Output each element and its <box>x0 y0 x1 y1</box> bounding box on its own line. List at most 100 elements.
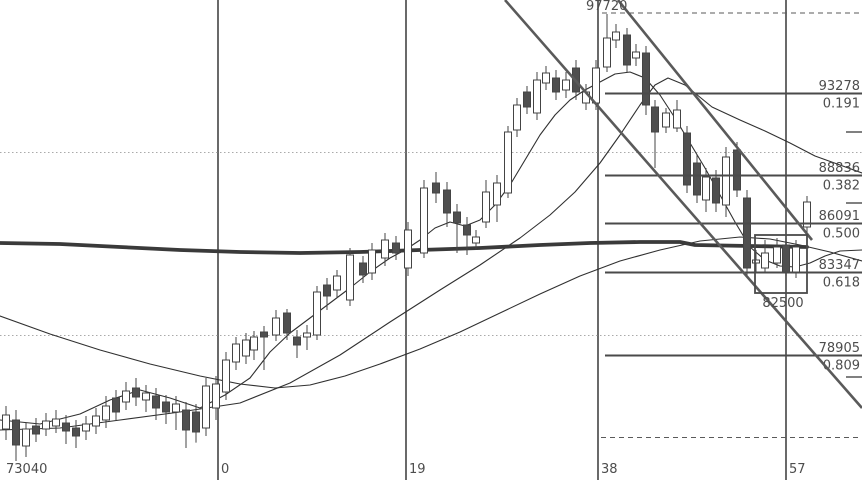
candle-body-up <box>472 236 480 244</box>
candle-body-down <box>182 409 190 431</box>
candle-body-up <box>662 112 670 128</box>
candle-body-down <box>683 132 691 186</box>
candle-body-up <box>420 187 428 254</box>
ma-long-thick <box>0 240 809 255</box>
candle-body-down <box>523 91 531 108</box>
candle-body-up <box>346 254 354 301</box>
fib-price-label: 93278 <box>819 79 860 94</box>
x-axis-label: 19 <box>409 462 426 477</box>
candle-body-down <box>283 312 291 334</box>
fib-ratio-label: 0.500 <box>823 227 860 242</box>
fib-ratio-label: 0.618 <box>823 276 860 291</box>
candle-body-down <box>260 331 268 338</box>
candle-body-down <box>62 422 70 432</box>
candle-body-up <box>803 201 811 228</box>
candle-body-down <box>152 395 160 409</box>
candle-body-up <box>513 104 521 131</box>
consolidation-box <box>754 234 808 294</box>
candle-body-up <box>482 191 490 223</box>
candle-body-down <box>712 177 720 204</box>
descending-trendline-2 <box>616 0 814 241</box>
candle-body-down <box>623 34 631 66</box>
candle-body-up <box>52 418 60 427</box>
candle-body-up <box>592 67 600 104</box>
candle-body-up <box>250 336 258 351</box>
candle-body-down <box>293 336 301 346</box>
candle-body-up <box>202 385 210 429</box>
candle-body-up <box>2 414 10 430</box>
candle-body-up <box>562 79 570 91</box>
candle-body-down <box>693 162 701 196</box>
candle-body-down <box>463 224 471 236</box>
x-axis-label: 73040 <box>6 462 47 477</box>
fib-price-label: 83347 <box>819 258 860 273</box>
candle-body-down <box>162 401 170 413</box>
candle-body-down <box>323 284 331 297</box>
candle-body-down <box>132 387 140 398</box>
candle-body-up <box>673 109 681 129</box>
fib-price-label: 86091 <box>819 209 860 224</box>
candle-body-up <box>702 176 710 201</box>
candle-body-up <box>632 51 640 59</box>
candle-body-up <box>752 259 760 264</box>
x-axis-label: 0 <box>221 462 229 477</box>
candle-body-down <box>733 149 741 191</box>
candle-body-up <box>102 405 110 421</box>
candle-body-up <box>313 291 321 336</box>
candle-body-down <box>782 244 790 273</box>
candle-body-up <box>773 246 781 264</box>
candle-body-down <box>651 106 659 133</box>
candle-body-down <box>72 427 80 437</box>
candle-body-up <box>504 131 512 194</box>
candle-body-down <box>743 197 751 269</box>
fib-price-label: 78905 <box>819 341 860 356</box>
ma-medium <box>0 77 862 431</box>
candle-body-up <box>303 332 311 338</box>
candle-body-up <box>92 415 100 427</box>
candle-body-down <box>453 211 461 224</box>
candle-body-up <box>368 249 376 274</box>
high-price-label: 97720 <box>586 0 627 14</box>
candle-body-up <box>142 392 150 401</box>
candle-body-up <box>533 79 541 114</box>
candle-body-up <box>42 420 50 430</box>
candle-body-down <box>112 397 120 413</box>
candle-body-up <box>542 72 550 84</box>
candle-body-down <box>392 242 400 254</box>
candle-body-up <box>212 383 220 409</box>
fib-price-label: 88836 <box>819 161 860 176</box>
candle-body-down <box>32 425 40 435</box>
candle-body-up <box>333 275 341 291</box>
candle-body-down <box>192 411 200 433</box>
candle-body-up <box>272 317 280 336</box>
candle-body-up <box>612 31 620 41</box>
candle-body-up <box>722 156 730 206</box>
candle-body-up <box>222 359 230 393</box>
candle-body-up <box>792 246 800 273</box>
candle-body-up <box>232 343 240 363</box>
descending-trendline-1 <box>504 0 862 409</box>
candle-body-down <box>642 52 650 106</box>
candle-body-up <box>122 390 130 403</box>
fib-ratio-label: 0.809 <box>823 359 860 374</box>
candle-body-down <box>12 419 20 446</box>
candle-body-up <box>82 423 90 432</box>
candle-body-down <box>432 182 440 194</box>
candle-body-up <box>603 37 611 68</box>
x-axis-label: 57 <box>789 462 806 477</box>
candle-body-up <box>404 229 412 269</box>
candle-body-up <box>381 239 389 259</box>
candle-body-down <box>443 189 451 214</box>
candle-body-up <box>761 252 769 269</box>
candle-body-down <box>552 77 560 93</box>
fib-ratio-label: 0.382 <box>823 179 860 194</box>
candle-body-up <box>22 428 30 447</box>
box-price-label: 82500 <box>762 296 803 311</box>
fib-ratio-label: 0.191 <box>823 97 860 112</box>
x-axis-label: 38 <box>601 462 618 477</box>
candle-body-up <box>172 403 180 413</box>
candle-body-down <box>359 262 367 276</box>
